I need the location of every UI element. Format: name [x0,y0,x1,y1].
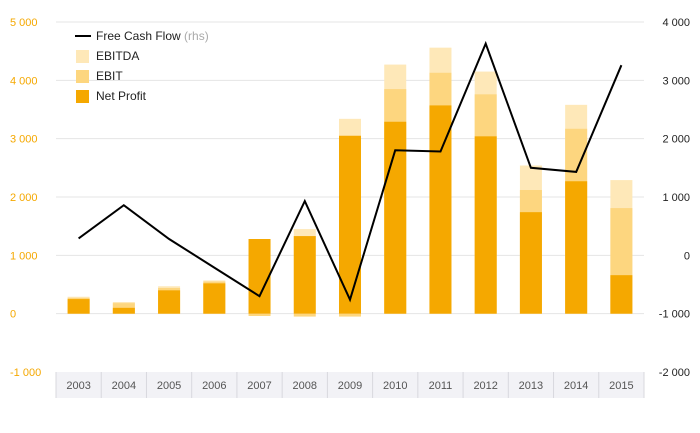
ebit-bar [339,313,361,317]
legend-swatch-net-profit [76,90,89,103]
net-profit-bar [339,135,361,314]
net-profit-bar [248,239,271,314]
net-profit-bar [429,105,452,314]
left-tick-label: 4 000 [10,75,38,87]
x-tick-label: 2004 [112,380,136,392]
net-profit-bar [203,283,226,314]
legend-swatch-ebitda [76,50,89,63]
net-profit-bar [158,290,181,314]
left-tick-label: 3 000 [10,134,38,146]
x-tick-label: 2012 [473,380,497,392]
right-tick-label: 1 000 [662,192,690,204]
x-tick-label: 2006 [202,380,226,392]
x-tick-label: 2014 [564,380,588,392]
right-axis: -2 000 -1 000 0 1 000 2 000 3 000 4 000 [659,17,690,379]
legend-note: (rhs) [181,29,209,43]
x-tick-label: 2013 [519,380,543,392]
right-tick-label: 2 000 [662,134,690,146]
x-tick-label: 2005 [157,380,181,392]
legend-label-ebit: EBIT [96,69,123,83]
left-tick-label: 1 000 [10,250,38,262]
plot-background [56,372,644,398]
ebit-bar [293,313,316,317]
left-tick-label: -1 000 [10,367,41,379]
x-tick-label: 2010 [383,380,407,392]
legend-label-free-cash-flow: Free Cash Flow (rhs) [96,29,209,43]
net-profit-bar [610,275,633,314]
right-tick-label: -1 000 [659,309,690,321]
fcf-line [78,40,623,303]
x-tick-label: 2011 [429,380,453,392]
left-tick-label: 5 000 [10,17,38,29]
legend-label-net-profit: Net Profit [96,89,147,103]
left-tick-label: 0 [10,309,16,321]
right-tick-label: -2 000 [659,367,690,379]
x-tick-label: 2007 [247,380,271,392]
net-profit-bar [519,212,542,314]
x-tick-label: 2008 [293,380,317,392]
left-tick-label: 2 000 [10,192,38,204]
net-profit-bar [112,307,135,314]
ebit-bar [248,313,271,316]
legend-label-ebitda: EBITDA [96,49,139,63]
x-axis: 2003 2004 2005 2006 2007 2008 2009 2010 2011 2012… [55,372,645,398]
x-tick-label: 2015 [609,380,633,392]
x-tick-label: 2003 [66,380,90,392]
legend: Free Cash Flow (rhs) EBITDA EBIT Net Profit [75,29,209,103]
right-tick-label: 0 [684,250,690,262]
net-profit-bar [565,181,588,314]
free-cash-flow-line [78,40,623,303]
net-profit-bar [293,236,316,314]
x-tick-label: 2009 [338,380,362,392]
net-profit-bar [67,299,90,314]
left-axis: -1 000 0 1 000 2 000 3 000 4 000 5 000 [10,17,41,379]
net-profit-bar [474,136,497,314]
legend-swatch-ebit [76,70,89,83]
right-tick-label: 4 000 [662,17,690,29]
right-tick-label: 3 000 [662,75,690,87]
bars [67,47,633,317]
